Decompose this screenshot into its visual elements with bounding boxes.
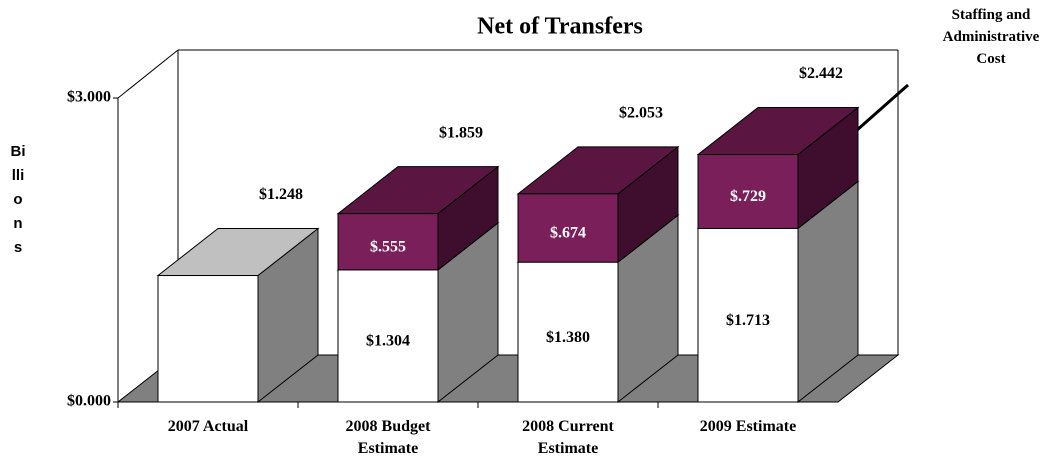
y-tick-label: $0.000 — [67, 393, 111, 410]
bar — [696, 106, 860, 230]
bar-front — [517, 261, 619, 403]
bar-front — [697, 154, 799, 229]
value-label: $.674 — [550, 225, 586, 242]
bar-front — [697, 227, 799, 403]
bar — [156, 227, 320, 404]
bar-front — [157, 275, 259, 403]
x-tick-label: 2008 Current Estimate — [522, 418, 614, 457]
value-label: $1.713 — [726, 312, 770, 329]
total-label: $1.248 — [259, 186, 303, 203]
value-label: $.555 — [370, 238, 406, 255]
x-tick-label: 2007 Actual — [167, 418, 249, 435]
bar — [696, 180, 860, 404]
value-label: $1.380 — [546, 329, 590, 346]
bar-front — [337, 213, 439, 271]
chart-title: Net of Transfers — [477, 14, 643, 40]
x-tick-label: 2009 Estimate — [699, 418, 797, 435]
bar — [516, 214, 680, 404]
bar-front — [517, 193, 619, 263]
bar — [516, 145, 680, 264]
bar — [336, 165, 500, 271]
total-label: $2.442 — [799, 65, 843, 82]
annotation: Staffing and Administrative Cost — [942, 7, 1040, 67]
y-tick-label: $3.000 — [67, 89, 111, 106]
x-tick-label: 2008 Budget Estimate — [345, 418, 431, 457]
total-label: $2.053 — [619, 105, 663, 122]
y-axis-label: Billions — [10, 143, 26, 256]
wall-top-edge — [117, 49, 179, 99]
total-label: $1.859 — [439, 124, 483, 141]
value-label: $1.304 — [366, 333, 410, 350]
value-label: $.729 — [730, 188, 766, 205]
